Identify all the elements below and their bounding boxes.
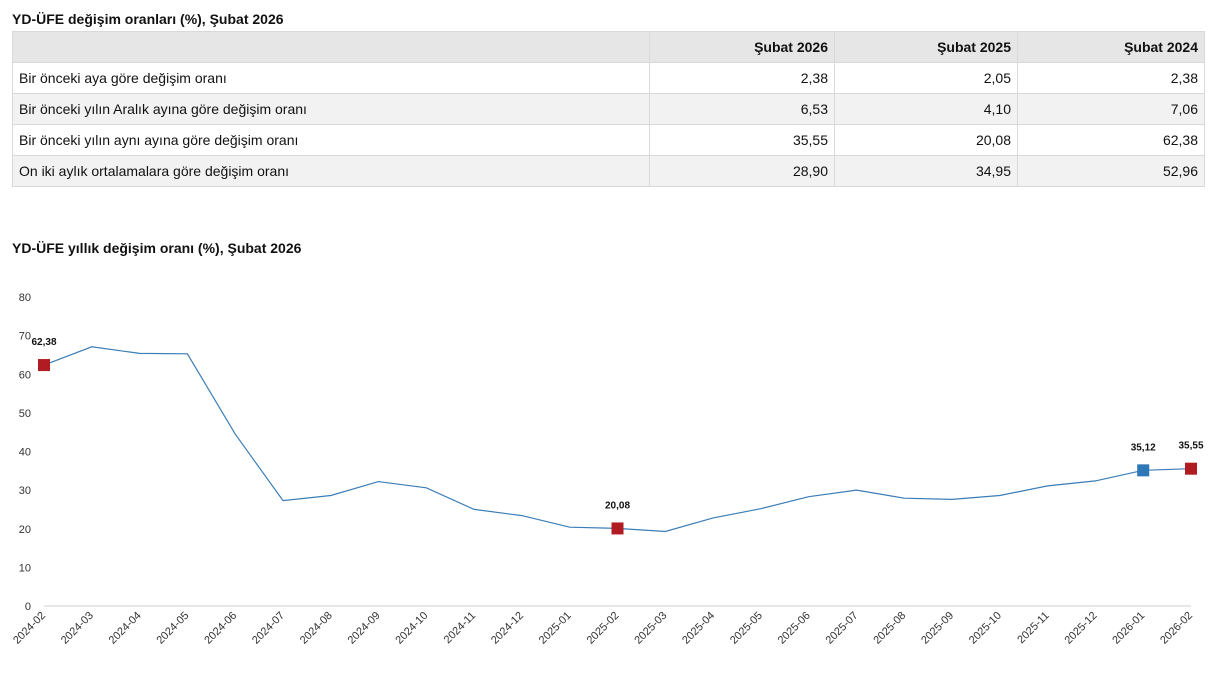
y-tick-label: 80 [19, 292, 31, 304]
x-tick-label: 2024-06 [202, 610, 239, 647]
data-label: 35,55 [1178, 441, 1203, 452]
x-tick-label: 2026-02 [1158, 610, 1195, 647]
y-axis: 0 10 20 30 40 50 60 70 80 [19, 292, 31, 613]
cell-value: 62,38 [1017, 124, 1205, 156]
data-marker [611, 522, 624, 535]
row-label: Bir önceki yılın Aralık ayına göre değiş… [12, 93, 650, 125]
y-tick-label: 70 [19, 331, 31, 343]
row-label: Bir önceki yılın aynı ayına göre değişim… [12, 124, 650, 156]
x-tick-label: 2024-07 [250, 610, 287, 647]
row-label: On iki aylık ortalamalara göre değişim o… [12, 155, 650, 187]
cell-value: 52,96 [1017, 155, 1205, 187]
cell-value: 4,10 [834, 93, 1018, 125]
table-title: YD-ÜFE değişim oranları (%), Şubat 2026 [12, 11, 284, 27]
header-subat-2024: Şubat 2024 [1017, 31, 1205, 63]
x-tick-label: 2025-05 [728, 610, 765, 647]
rates-table: Şubat 2026 Şubat 2025 Şubat 2024 Bir önc… [12, 31, 1205, 187]
y-tick-label: 10 [19, 562, 31, 574]
cell-value: 20,08 [834, 124, 1018, 156]
x-tick-label: 2024-02 [11, 610, 48, 647]
x-axis: 2024-02 2024-03 2024-04 2024-05 2024-06 2024-… [11, 610, 1195, 647]
table-row: On iki aylık ortalamalara göre değişim o… [12, 155, 1205, 187]
x-tick-label: 2024-10 [393, 610, 430, 647]
data-marker [1137, 464, 1150, 477]
x-tick-label: 2025-12 [1063, 610, 1100, 647]
cell-value: 34,95 [834, 155, 1018, 187]
x-tick-label: 2025-02 [585, 610, 622, 647]
x-tick-label: 2025-06 [776, 610, 813, 647]
data-marker [1185, 462, 1197, 475]
header-empty [12, 31, 650, 63]
cell-value: 2,05 [834, 62, 1018, 94]
x-tick-label: 2024-05 [154, 610, 191, 647]
highlight-markers: 62,38 20,08 35,12 35,55 [31, 337, 1204, 535]
x-tick-label: 2024-11 [442, 610, 478, 646]
x-tick-label: 2025-10 [967, 610, 1004, 647]
y-tick-label: 40 [19, 447, 31, 459]
x-tick-label: 2024-12 [489, 610, 526, 647]
row-label: Bir önceki aya göre değişim oranı [12, 62, 650, 94]
cell-value: 35,55 [649, 124, 835, 156]
table-header-row: Şubat 2026 Şubat 2025 Şubat 2024 [12, 31, 1205, 63]
data-marker [38, 359, 50, 372]
x-tick-label: 2025-01 [537, 610, 574, 647]
cell-value: 28,90 [649, 155, 835, 187]
cell-value: 2,38 [649, 62, 835, 94]
y-tick-label: 50 [19, 408, 31, 420]
x-tick-label: 2025-11 [1015, 610, 1051, 646]
x-tick-label: 2024-03 [59, 610, 96, 647]
x-tick-label: 2025-04 [680, 610, 717, 647]
x-tick-label: 2025-09 [919, 610, 956, 647]
x-tick-label: 2025-08 [871, 610, 908, 647]
x-tick-label: 2024-08 [298, 610, 335, 647]
data-label: 62,38 [31, 337, 56, 348]
header-subat-2025: Şubat 2025 [834, 31, 1018, 63]
y-tick-label: 60 [19, 369, 31, 381]
x-tick-label: 2024-09 [346, 610, 383, 647]
x-tick-label: 2025-03 [632, 610, 669, 647]
data-label: 20,08 [605, 500, 630, 511]
x-tick-label: 2024-04 [107, 610, 144, 647]
table-row: Bir önceki aya göre değişim oranı 2,38 2… [12, 62, 1205, 94]
table-row: Bir önceki yılın Aralık ayına göre değiş… [12, 93, 1205, 125]
y-tick-label: 20 [19, 524, 31, 536]
x-tick-label: 2026-01 [1110, 610, 1147, 647]
cell-value: 6,53 [649, 93, 835, 125]
table-row: Bir önceki yılın aynı ayına göre değişim… [12, 124, 1205, 156]
chart-title: YD-ÜFE yıllık değişim oranı (%), Şubat 2… [12, 240, 302, 256]
y-tick-label: 30 [19, 485, 31, 497]
x-tick-label: 2025-07 [824, 610, 861, 647]
header-subat-2026: Şubat 2026 [649, 31, 835, 63]
cell-value: 2,38 [1017, 62, 1205, 94]
cell-value: 7,06 [1017, 93, 1205, 125]
y-tick-label: 0 [25, 601, 31, 613]
data-label: 35,12 [1131, 442, 1156, 453]
